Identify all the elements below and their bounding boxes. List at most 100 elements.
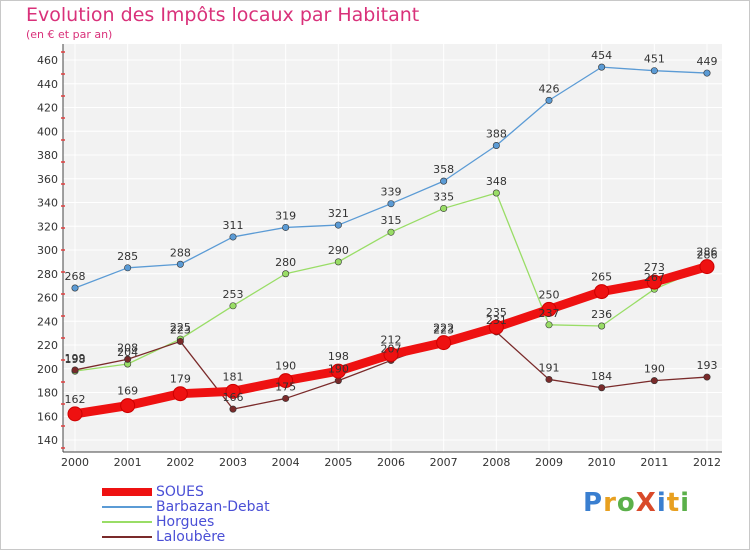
legend-label: Horgues: [156, 513, 215, 530]
data-label: 285: [117, 250, 138, 263]
data-label: 162: [65, 393, 86, 406]
data-point: [699, 259, 715, 275]
data-label: 190: [328, 363, 349, 376]
data-label: 223: [170, 323, 191, 336]
data-point: [282, 223, 290, 231]
data-label: 193: [697, 359, 718, 372]
data-point: [278, 373, 294, 389]
data-label: 181: [223, 370, 244, 383]
x-tick-label: 2000: [61, 456, 89, 469]
y-tick-label: 260: [37, 292, 58, 305]
data-label: 454: [591, 49, 612, 62]
data-label: 204: [117, 346, 138, 359]
data-label: 169: [117, 385, 138, 398]
data-label: 190: [644, 363, 665, 376]
legend-swatch: [102, 520, 152, 523]
data-point: [440, 204, 448, 212]
x-tick-label: 2005: [324, 456, 352, 469]
data-label: 267: [644, 271, 665, 284]
data-point: [488, 319, 504, 335]
data-label: 198: [65, 353, 86, 366]
y-tick-label: 420: [37, 102, 58, 115]
y-tick-label: 400: [37, 125, 58, 138]
data-label: 280: [275, 256, 296, 269]
data-label: 311: [223, 219, 244, 232]
y-tick-label: 160: [37, 410, 58, 423]
data-point: [282, 394, 290, 402]
data-label: 286: [697, 249, 718, 262]
data-point: [383, 347, 399, 362]
data-point: [71, 284, 79, 292]
legend-item: SOUES: [102, 483, 270, 500]
data-label: 250: [539, 288, 560, 301]
y-tick-label: 220: [37, 339, 58, 352]
legend-label: Barbazan-Debat: [156, 498, 270, 515]
data-label: 319: [275, 209, 296, 222]
plot-area: [63, 44, 722, 452]
data-label: 235: [486, 306, 507, 319]
data-point: [492, 142, 500, 150]
data-label: 175: [275, 380, 296, 393]
data-label: 286: [697, 246, 718, 259]
data-point: [545, 321, 553, 329]
legend-swatch: [102, 535, 152, 538]
y-tick-label: 340: [37, 197, 58, 210]
legend-label: Laloubère: [156, 528, 226, 545]
data-point: [120, 398, 136, 414]
data-label: 426: [539, 82, 560, 95]
data-point: [225, 383, 241, 399]
data-point: [124, 264, 132, 272]
data-point: [545, 375, 553, 383]
y-tick-label: 140: [37, 434, 58, 447]
y-tick-label: 360: [37, 173, 58, 186]
data-label: 253: [223, 288, 244, 301]
data-point: [229, 233, 237, 241]
y-tick-label: 380: [37, 149, 58, 162]
data-label: 222: [433, 322, 454, 335]
data-label: 225: [170, 321, 191, 334]
y-tick-label: 200: [37, 363, 58, 376]
data-point: [492, 189, 500, 197]
x-tick-label: 2004: [272, 456, 300, 469]
data-label: 231: [486, 314, 507, 327]
data-point: [172, 386, 188, 402]
data-point: [282, 270, 290, 278]
legend-label: SOUES: [156, 483, 204, 500]
data-label: 179: [170, 373, 191, 386]
y-tick-label: 180: [37, 387, 58, 400]
x-tick-label: 2010: [588, 456, 616, 469]
data-point: [330, 363, 346, 379]
x-tick-label: 2012: [693, 456, 721, 469]
legend-item: Laloubère: [102, 528, 270, 545]
x-tick-label: 2011: [640, 456, 668, 469]
data-label: 207: [381, 342, 402, 355]
data-point: [440, 177, 448, 185]
x-tick-label: 2001: [114, 456, 142, 469]
x-tick-label: 2003: [219, 456, 247, 469]
y-tick-label: 300: [37, 244, 58, 257]
legend-item: Barbazan-Debat: [102, 498, 270, 515]
data-point: [229, 405, 237, 413]
data-label: 199: [65, 352, 86, 365]
legend-swatch: [102, 505, 152, 508]
data-point: [650, 377, 658, 385]
data-label: 223: [433, 323, 454, 336]
legend-item: Horgues: [102, 513, 270, 530]
x-tick-label: 2006: [377, 456, 405, 469]
x-tick-label: 2008: [482, 456, 510, 469]
data-point: [71, 366, 79, 374]
data-label: 184: [591, 370, 612, 383]
data-label: 339: [381, 186, 402, 199]
data-point: [67, 406, 83, 422]
data-label: 166: [223, 391, 244, 404]
chart-subtitle: (en € et par an): [26, 28, 113, 41]
data-label: 449: [697, 55, 718, 68]
data-point: [124, 355, 132, 363]
data-point: [545, 96, 553, 104]
data-label: 451: [644, 53, 665, 66]
y-tick-label: 440: [37, 78, 58, 91]
data-point: [334, 258, 342, 266]
data-label: 335: [433, 190, 454, 203]
data-point: [541, 301, 557, 317]
data-point: [176, 337, 184, 345]
